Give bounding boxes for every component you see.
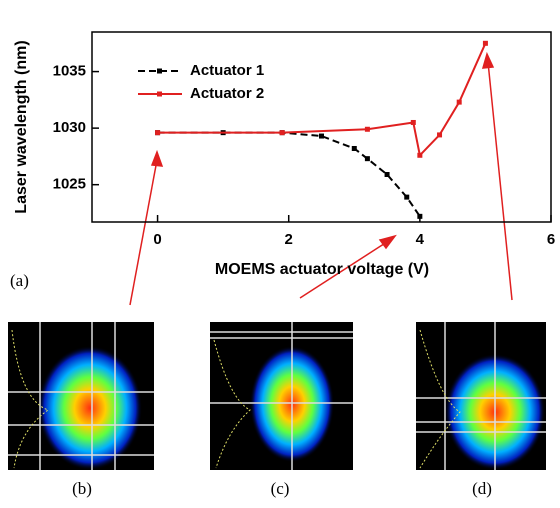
x-tick-label: 0: [153, 231, 161, 248]
marker: [482, 40, 488, 46]
panel-label: (b): [72, 479, 92, 498]
x-tick-label: 4: [416, 231, 425, 248]
arrows: [129, 51, 513, 306]
series-line: [157, 42, 487, 158]
marker: [410, 119, 416, 125]
marker: [417, 213, 423, 219]
marker: [364, 156, 370, 162]
marker: [404, 194, 410, 200]
x-axis-label: MOEMS actuator voltage (V): [215, 261, 429, 278]
beam-image: [8, 322, 154, 470]
marker: [417, 152, 423, 158]
plot-frame: [91, 31, 552, 223]
x-tick-label: 2: [285, 231, 293, 248]
panel-label: (c): [271, 479, 290, 498]
legend-marker: [157, 91, 162, 97]
legend-label: Actuator 2: [190, 85, 264, 102]
beam-image: [210, 322, 353, 470]
y-tick-label: 1030: [53, 119, 86, 136]
marker: [364, 126, 370, 132]
panel-label: (a): [10, 271, 29, 290]
marker: [319, 133, 324, 139]
marker: [437, 132, 443, 138]
marker: [351, 145, 357, 151]
legend-label: Actuator 1: [190, 62, 264, 79]
marker: [456, 99, 462, 105]
legend-marker: [157, 68, 162, 74]
series-line: [157, 131, 421, 217]
x-tick-label: 6: [547, 231, 555, 248]
panel-label: (d): [472, 479, 492, 498]
y-axis-label: Laser wavelength (nm): [13, 40, 30, 213]
y-tick-label: 1035: [53, 63, 86, 80]
beam-image: [416, 322, 546, 470]
marker: [279, 130, 285, 136]
marker: [155, 130, 161, 136]
marker: [384, 172, 390, 177]
y-tick-label: 1025: [53, 176, 86, 193]
